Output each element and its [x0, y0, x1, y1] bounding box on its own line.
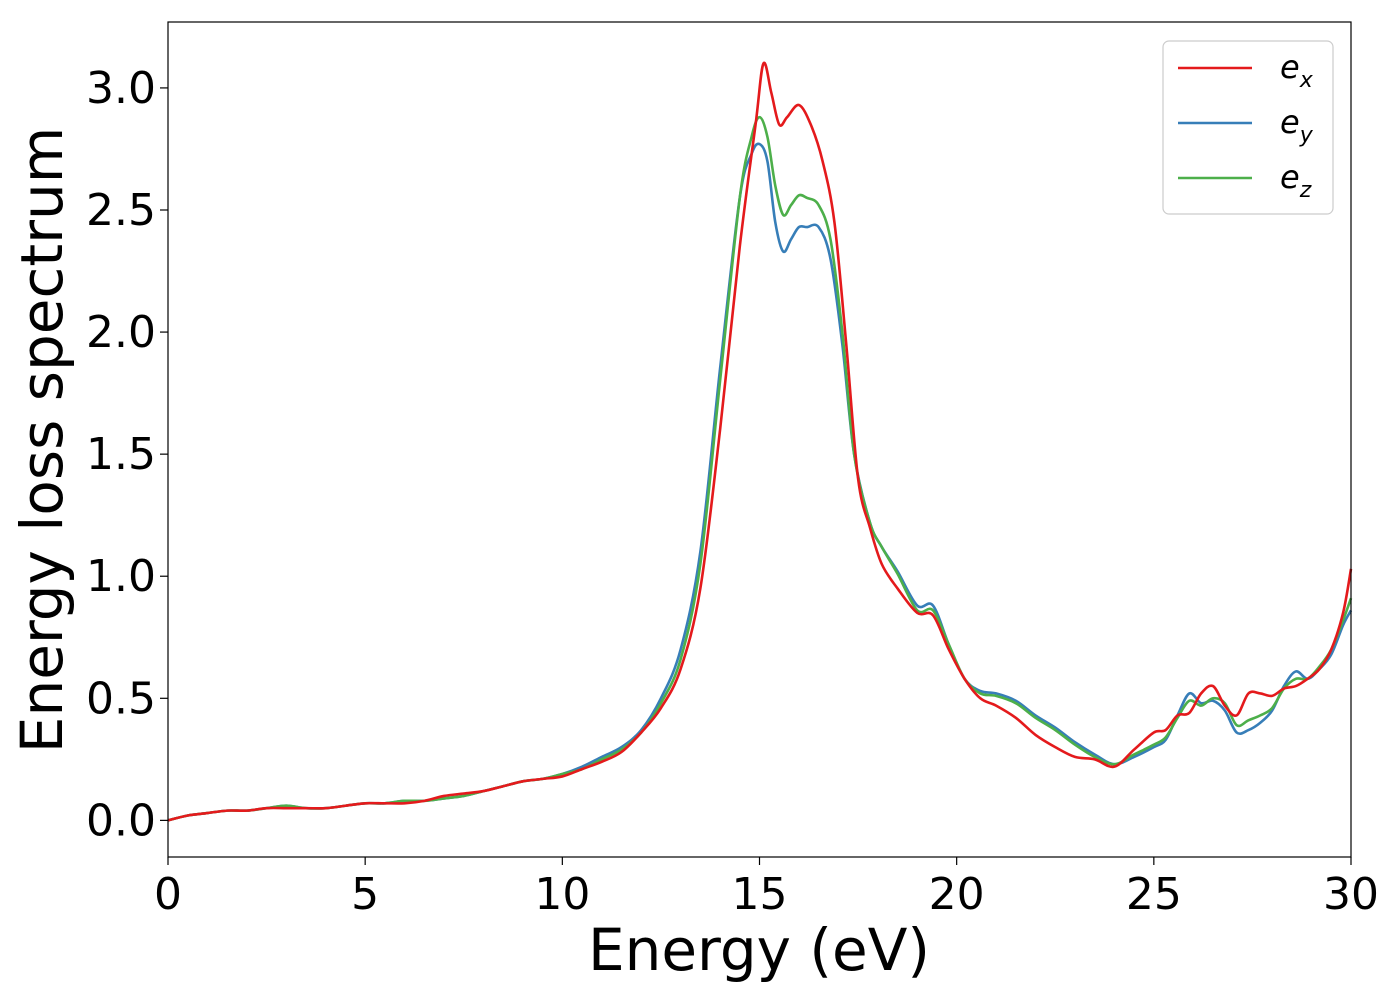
legend-label-e-y: ey	[1280, 103, 1314, 148]
y-tick-label: 2.5	[86, 185, 156, 236]
plot-area	[168, 22, 1351, 857]
x-tick-label: 30	[1323, 869, 1379, 920]
y-axis-title: Energy loss spectrum	[8, 127, 76, 753]
y-tick-label: 3.0	[86, 63, 156, 114]
y-tick-label: 2.0	[86, 307, 156, 358]
x-tick-label: 0	[154, 869, 182, 920]
series-layer	[167, 61, 1353, 822]
x-tick-label: 20	[929, 869, 985, 920]
legend: ex ey ez	[1162, 40, 1334, 215]
y-tick-label: 0.0	[86, 795, 156, 846]
x-tick-label: 5	[351, 869, 379, 920]
y-tick-label: 1.5	[86, 429, 156, 480]
x-tick-label: 15	[732, 869, 788, 920]
y-tick-label: 1.0	[86, 551, 156, 602]
x-tick-label: 10	[534, 869, 590, 920]
legend-label-e-x: ex	[1280, 48, 1314, 93]
y-axis-ticks: 0.0 0.5 1.0 1.5 2.0 2.5 3.0	[86, 63, 168, 846]
legend-box	[1162, 40, 1334, 215]
y-tick-label: 0.5	[86, 673, 156, 724]
x-tick-label: 25	[1126, 869, 1182, 920]
x-axis-title: Energy (eV)	[588, 916, 930, 984]
x-axis-ticks: 0 5 10 15 20 25 30	[154, 857, 1379, 920]
series-line-e-x	[167, 61, 1353, 822]
legend-label-e-z: ez	[1280, 158, 1312, 203]
